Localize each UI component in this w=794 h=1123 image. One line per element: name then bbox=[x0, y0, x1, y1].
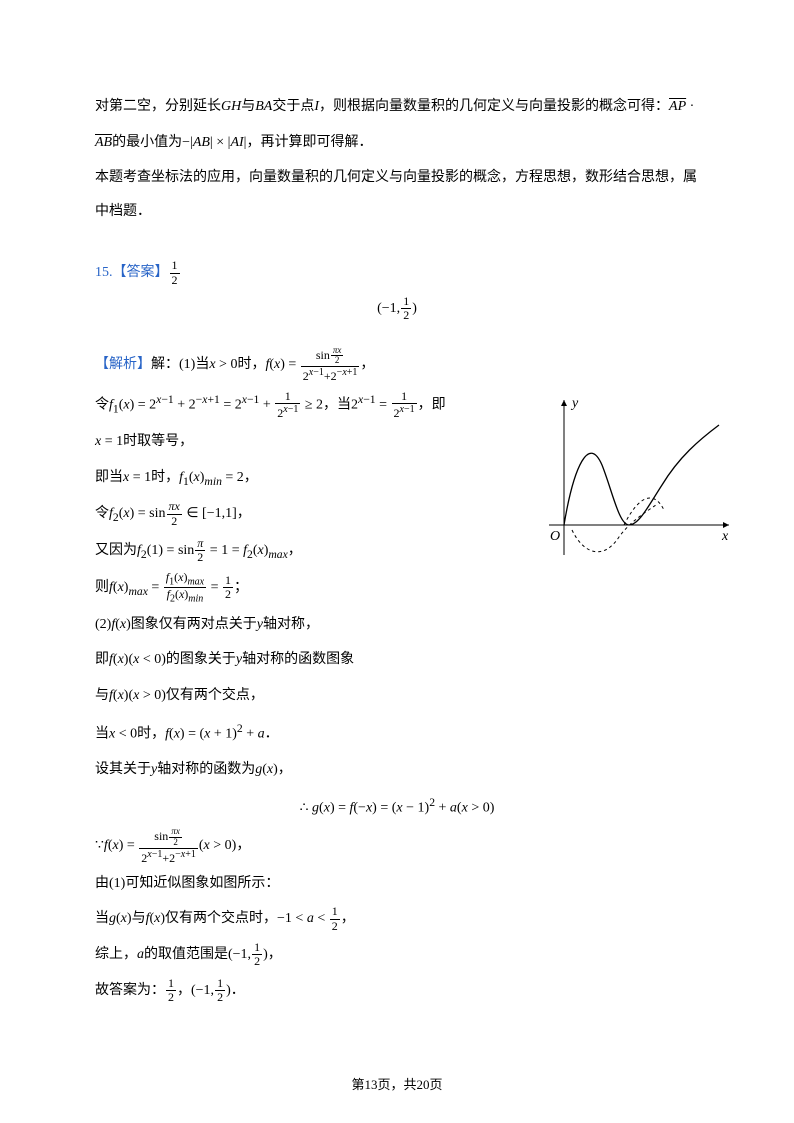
intro-line-2: AB的最小值为−|AB| × |AI|，再计算即可得解． bbox=[95, 126, 699, 160]
sol-line-10: 与f(x)(x > 0)仅有两个交点， bbox=[95, 679, 699, 713]
sol-line-11: 当x < 0时，f(x) = (x + 1)2 + a． bbox=[95, 715, 699, 751]
sol-line-16: 当g(x)与f(x)仅有两个交点时，−1 < a < 12， bbox=[95, 902, 699, 936]
sol-line-12: 设其关于y轴对称的函数为g(x)， bbox=[95, 753, 699, 787]
intro-line-1: 对第二空，分别延长GH与BA交于点I，则根据向量数量积的几何定义与向量投影的概念… bbox=[95, 90, 699, 124]
sol-line-15: 由(1)可知近似图象如图所示： bbox=[95, 867, 699, 901]
q15-answer: 15.【答案】12 bbox=[95, 256, 699, 290]
page-footer: 第13页，共20页 bbox=[0, 1074, 794, 1093]
sol-line-1: 【解析】解：(1)当x > 0时，f(x) = sinπx22x−1+2−x+1… bbox=[95, 346, 455, 384]
sol-line-2: 令f1(x) = 2x−1 + 2−x+1 = 2x−1 + 12x−1 ≥ 2… bbox=[95, 386, 475, 423]
sol-line-9: 即f(x)(x < 0)的图象关于y轴对称的函数图象 bbox=[95, 643, 699, 677]
intro-line-3: 本题考查坐标法的应用，向量数量积的几何定义与向量投影的概念，方程思想，数形结合思… bbox=[95, 161, 699, 228]
svg-text:x: x bbox=[721, 529, 729, 544]
sol-line-14: ∵f(x) = sinπx22x−1+2−x+1(x > 0)， bbox=[95, 827, 699, 865]
sol-line-13: ∴ g(x) = f(−x) = (x − 1)2 + a(x > 0) bbox=[95, 789, 699, 825]
function-graph: y x O bbox=[524, 395, 734, 575]
q15-range: (−1,12) bbox=[95, 292, 699, 326]
svg-text:y: y bbox=[570, 396, 579, 411]
sol-line-7: 则f(x)max = f1(x)maxf2(x)min = 12； bbox=[95, 571, 699, 606]
svg-text:O: O bbox=[550, 529, 560, 544]
sol-line-18: 故答案为：12，(−1,12)． bbox=[95, 974, 699, 1008]
sol-line-8: (2)f(x)图象仅有两对点关于y轴对称， bbox=[95, 608, 699, 642]
sol-line-17: 综上，a的取值范围是(−1,12)， bbox=[95, 938, 699, 972]
